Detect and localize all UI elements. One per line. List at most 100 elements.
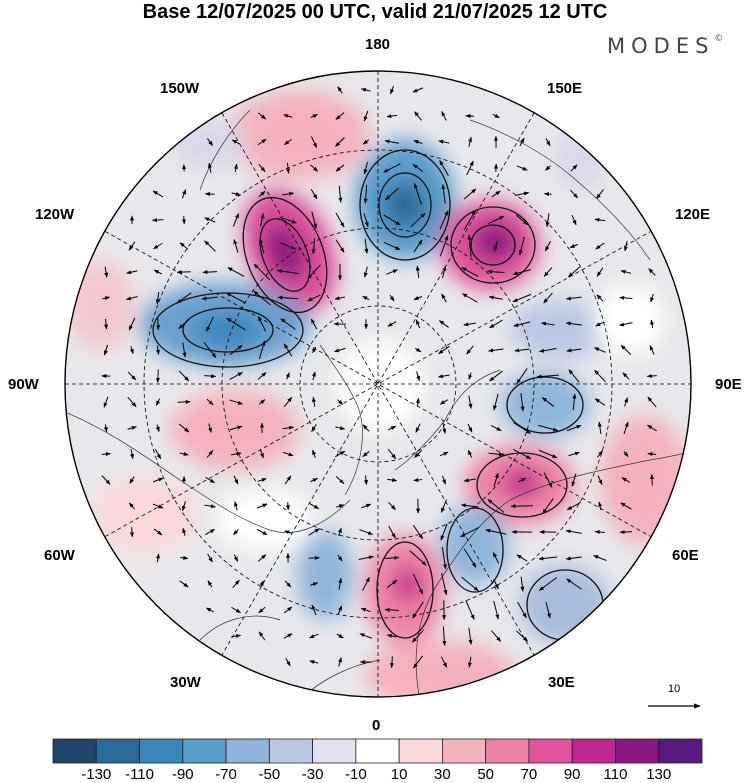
lon-label-180: 180: [365, 36, 391, 53]
wind-arrow: [440, 656, 448, 668]
wind-arrow: [518, 477, 527, 483]
wind-arrow: [386, 633, 397, 638]
colorbar-swatch: [615, 738, 660, 764]
wind-arrow: [388, 525, 396, 539]
anomaly-positive: [230, 90, 370, 180]
wind-arrow: [284, 475, 292, 485]
wind-arrow: [596, 267, 604, 277]
wind-arrow: [468, 372, 473, 380]
colorbar-tick-label: 30: [434, 766, 451, 783]
wind-arrow: [308, 528, 320, 536]
wind-arrow: [413, 140, 423, 144]
wind-arrow: [541, 321, 555, 326]
anomaly-positive-core: [264, 223, 306, 281]
wind-arrow: [438, 345, 450, 355]
wind-arrow: [128, 502, 136, 510]
wind-arrow: [416, 371, 421, 382]
wind-arrow: [309, 502, 320, 510]
wind-arrow: [311, 604, 317, 616]
wind-arrow: [233, 239, 239, 253]
wind-arrow: [156, 318, 161, 331]
wind-arrow: [335, 164, 345, 172]
wind-arrow: [362, 451, 370, 457]
wind-arrow: [338, 657, 342, 667]
lon-label-90e: 90E: [715, 376, 742, 393]
wind-arrow: [463, 478, 476, 483]
wind-arrow: [413, 239, 423, 253]
wind-arrow: [463, 548, 477, 568]
colorbar-tick-label: 110: [603, 766, 628, 783]
colorbar-tick-label: -130: [81, 766, 112, 783]
wind-arrow: [360, 88, 371, 92]
wind-arrow: [510, 504, 534, 509]
wind-arrow: [489, 370, 503, 382]
wind-arrow: [439, 210, 449, 230]
wind-arrow: [337, 554, 343, 562]
wind-arrow: [623, 240, 628, 252]
wind-arrow: [492, 113, 500, 119]
wind-arrow: [152, 503, 164, 509]
wind-arrow: [282, 425, 295, 430]
anomaly-negative-core: [383, 181, 427, 229]
wind-arrow: [648, 268, 656, 276]
wind-arrow: [129, 476, 135, 484]
lon-label-90w: 90W: [8, 376, 39, 393]
wind-arrow: [310, 188, 318, 200]
wind-arrow: [598, 501, 603, 511]
wind-vectors: [101, 85, 657, 669]
wind-arrow: [412, 573, 424, 595]
colorbar-tick-label: -50: [258, 766, 281, 783]
colorbar-tick-label: 130: [646, 766, 672, 783]
wind-arrow: [545, 213, 550, 228]
wind-arrow: [362, 424, 370, 432]
wind-arrow: [231, 139, 240, 145]
colorbar-swatch: [95, 738, 140, 764]
wind-arrow: [460, 526, 480, 538]
wind-arrow: [542, 498, 554, 514]
wind-arrow: [336, 399, 344, 405]
wind-arrow: [441, 111, 447, 121]
wind-arrow: [389, 294, 395, 302]
wind-arrow: [388, 502, 396, 510]
wind-arrow: [619, 295, 633, 300]
wind-arrow: [386, 269, 399, 275]
wind-arrow: [492, 552, 500, 564]
wind-arrow: [178, 423, 190, 433]
wind-arrow: [619, 322, 633, 327]
wind-arrow: [233, 475, 239, 485]
wind-arrow: [438, 139, 450, 144]
wind-arrow: [383, 241, 401, 251]
wind-arrow: [101, 452, 111, 457]
anomaly-positive-core: [473, 222, 517, 262]
wind-arrow: [229, 372, 243, 380]
wind-arrow: [259, 238, 265, 254]
wind-arrow: [103, 344, 108, 356]
wind-arrow: [362, 139, 370, 145]
wind-arrow: [513, 422, 531, 434]
wind-arrow: [207, 138, 213, 146]
wind-arrow: [491, 630, 501, 642]
lon-label-120w: 120W: [35, 206, 75, 223]
wind-arrow: [545, 138, 551, 147]
anomaly-positive: [90, 475, 200, 555]
wind-arrow: [257, 478, 267, 482]
wind-arrow: [282, 191, 295, 196]
wind-arrow: [541, 397, 555, 407]
wind-arrow: [207, 162, 212, 173]
wind-arrow: [461, 576, 479, 592]
wind-arrow: [152, 477, 164, 483]
wind-arrow: [650, 319, 655, 329]
chart-title: Base 12/07/2025 00 UTC, valid 21/07/2025…: [142, 1, 608, 23]
wind-arrow: [152, 218, 164, 223]
wind-arrow: [283, 633, 293, 639]
colorbar-tick-label: -70: [215, 766, 237, 783]
wind-arrow: [360, 607, 371, 613]
wind-arrow: [596, 294, 604, 302]
wind-arrow: [155, 369, 160, 384]
wind-arrow: [493, 600, 500, 620]
colorbar: [52, 738, 703, 764]
wind-arrow: [389, 656, 394, 669]
wind-arrow: [231, 606, 241, 614]
wind-arrow: [485, 528, 507, 535]
wind-arrow: [334, 450, 346, 458]
